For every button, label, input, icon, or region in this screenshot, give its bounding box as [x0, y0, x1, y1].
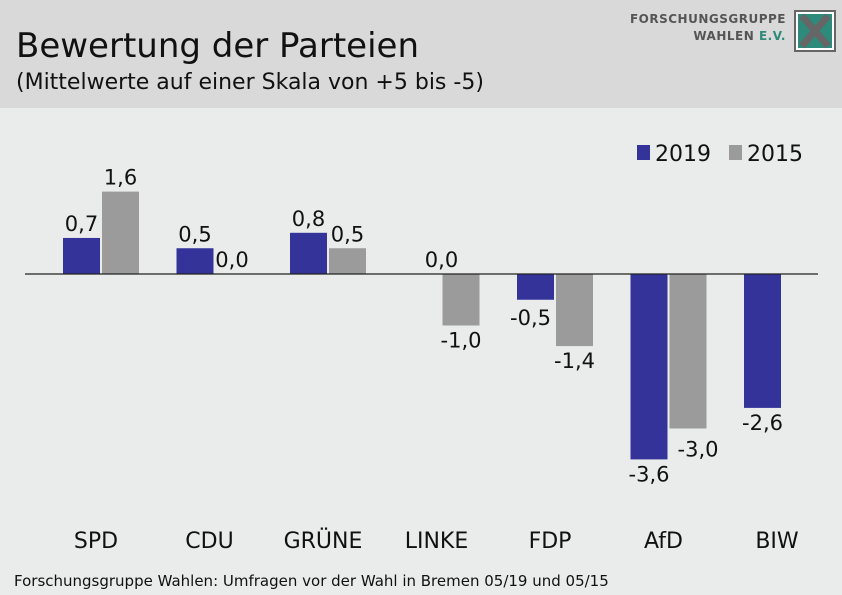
legend-label-2015: 2015 — [747, 142, 803, 167]
data-label-2019-spd: 0,7 — [65, 212, 98, 236]
data-label-2015-cdu: 0,0 — [215, 248, 248, 272]
bar-2015-grüne — [329, 248, 366, 274]
data-label-2019-linke: 0,0 — [425, 248, 458, 272]
data-label-2015-spd: 1,6 — [104, 166, 137, 190]
category-label-cdu: CDU — [185, 529, 233, 554]
bar-2015-fdp — [556, 274, 593, 347]
data-label-2019-biw: -2,6 — [742, 411, 783, 435]
category-label-biw: BIW — [755, 529, 799, 554]
bar-2019-biw — [744, 274, 781, 408]
logo-text-line1: FORSCHUNGSGRUPPE — [629, 12, 786, 26]
bar-2019-fdp — [517, 274, 554, 300]
data-label-2015-grüne: 0,5 — [331, 222, 364, 246]
fgw-x-logo-icon — [794, 10, 836, 52]
bar-2015-afd — [669, 274, 707, 429]
category-label-spd: SPD — [74, 529, 118, 554]
logo-text-line2: WAHLEN E.V. — [693, 29, 786, 43]
data-label-2015-linke: -1,0 — [441, 329, 482, 353]
logo-text-ev: E.V. — [758, 29, 786, 43]
data-label-2019-cdu: 0,5 — [178, 222, 211, 246]
category-label-grüne: GRÜNE — [284, 528, 363, 554]
category-label-linke: LINKE — [405, 529, 469, 554]
bar-chart: 0,7 0,50,80,0-0,5-3,6-2,61,60,00,5-1,0-1,… — [25, 142, 818, 554]
bar-2019-spd — [63, 237, 100, 274]
logo-text-wahlen: WAHLEN — [693, 29, 755, 43]
bar-2019-grüne — [290, 232, 327, 274]
bar-2019-afd — [630, 274, 668, 460]
category-label-fdp: FDP — [529, 529, 572, 554]
source-note: Forschungsgruppe Wahlen: Umfragen vor de… — [14, 572, 609, 590]
header-band: Bewertung der Parteien (Mittelwerte auf … — [0, 0, 842, 108]
legend-label-2019: 2019 — [655, 142, 711, 167]
legend-swatch-2019 — [637, 145, 650, 160]
bar-2015-linke — [442, 274, 480, 326]
data-label-2019-afd: -3,6 — [629, 462, 670, 486]
data-label-2019-grüne: 0,8 — [292, 207, 325, 231]
chart-subtitle: (Mittelwerte auf einer Skala von +5 bis … — [16, 70, 484, 95]
data-label-2015-fdp: -1,4 — [554, 349, 595, 373]
bar-2019-cdu — [176, 248, 214, 274]
logo: FORSCHUNGSGRUPPE WAHLEN E.V. — [630, 8, 838, 54]
bar-2015-spd — [102, 191, 139, 274]
legend-swatch-2015 — [729, 145, 742, 160]
data-label-2019-fdp: -0,5 — [510, 306, 551, 330]
chart-title: Bewertung der Parteien — [16, 26, 420, 66]
data-label-2015-afd: -3,0 — [678, 438, 719, 462]
category-label-afd: AfD — [644, 529, 683, 554]
